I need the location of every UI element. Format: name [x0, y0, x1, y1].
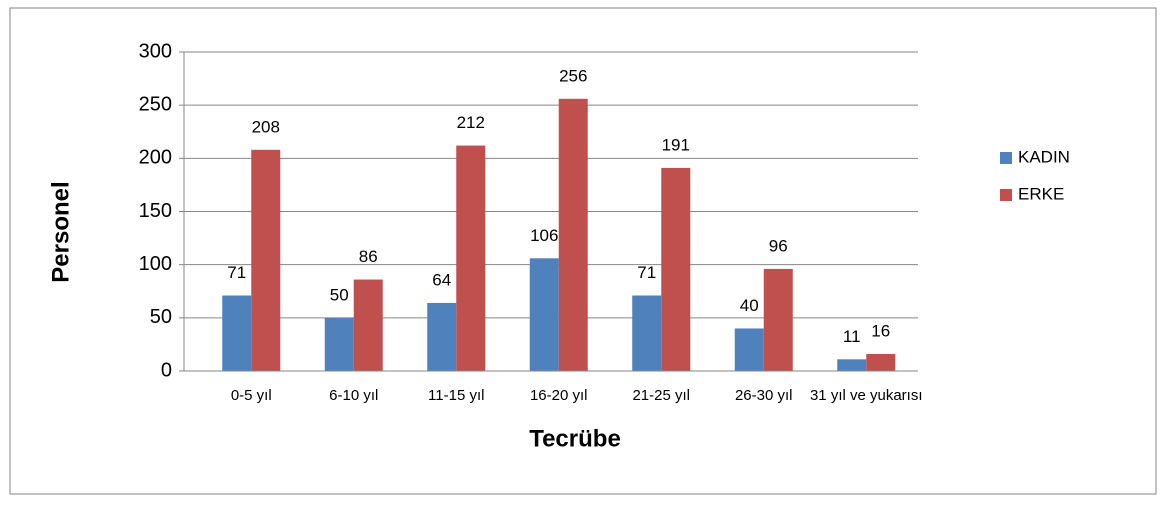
y-tick-label: 250 — [139, 93, 172, 115]
bar — [529, 258, 559, 371]
data-label: 71 — [227, 263, 246, 282]
legend-swatch — [1000, 189, 1012, 201]
y-tick-label: 300 — [139, 40, 172, 62]
bar — [427, 302, 457, 371]
legend-label: KADIN — [1018, 147, 1070, 166]
x-tick-label: 21-25 yıl — [632, 387, 690, 404]
bar — [837, 359, 867, 371]
bar — [866, 353, 896, 371]
y-axis-title: Personel — [47, 181, 74, 282]
x-tick-label: 0-5 yıl — [231, 387, 272, 404]
bar — [222, 295, 252, 371]
bar — [353, 279, 383, 371]
y-tick-label: 0 — [161, 359, 172, 381]
x-axis-title: Tecrübe — [529, 425, 621, 452]
bar — [661, 167, 691, 371]
y-tick-label: 100 — [139, 253, 172, 275]
data-label: 16 — [871, 321, 890, 340]
data-label: 106 — [530, 226, 558, 245]
data-label: 191 — [662, 135, 690, 154]
bar — [632, 295, 662, 371]
data-label: 208 — [252, 117, 280, 136]
x-tick-label: 6-10 yıl — [329, 387, 378, 404]
data-label: 64 — [432, 270, 451, 289]
bar — [558, 98, 588, 371]
y-tick-label: 200 — [139, 147, 172, 169]
data-label: 256 — [559, 66, 587, 85]
data-label: 40 — [740, 296, 759, 315]
data-label: 11 — [843, 327, 861, 346]
data-label: 96 — [769, 236, 788, 255]
y-tick-label: 50 — [150, 306, 172, 328]
data-label: 71 — [637, 263, 656, 282]
data-label: 86 — [359, 247, 378, 266]
bar — [763, 268, 793, 371]
bar — [456, 145, 486, 371]
legend-swatch — [1000, 152, 1012, 164]
bar — [734, 328, 764, 371]
x-tick-label: 16-20 yıl — [530, 387, 588, 404]
x-tick-label: 11-15 yıl — [428, 387, 484, 404]
y-tick-label: 150 — [139, 200, 172, 222]
data-label: 212 — [457, 113, 485, 132]
x-tick-label: 31 yıl ve yukarısı — [810, 387, 923, 404]
bar — [251, 149, 281, 371]
legend-label: ERKE — [1018, 184, 1064, 203]
data-label: 50 — [330, 285, 349, 304]
bar — [324, 317, 354, 371]
x-tick-label: 26-30 yıl — [735, 387, 793, 404]
